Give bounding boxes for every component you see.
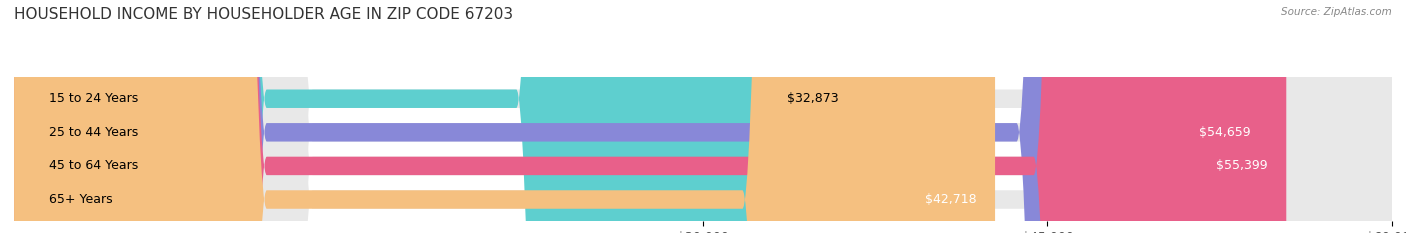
Text: HOUSEHOLD INCOME BY HOUSEHOLDER AGE IN ZIP CODE 67203: HOUSEHOLD INCOME BY HOUSEHOLDER AGE IN Z…: [14, 7, 513, 22]
Text: 25 to 44 Years: 25 to 44 Years: [48, 126, 138, 139]
Text: $42,718: $42,718: [925, 193, 977, 206]
FancyBboxPatch shape: [14, 0, 1392, 233]
Text: $32,873: $32,873: [787, 92, 839, 105]
Text: 45 to 64 Years: 45 to 64 Years: [48, 159, 138, 172]
FancyBboxPatch shape: [14, 0, 1286, 233]
Text: 15 to 24 Years: 15 to 24 Years: [48, 92, 138, 105]
Text: $54,659: $54,659: [1199, 126, 1251, 139]
Text: $55,399: $55,399: [1216, 159, 1268, 172]
FancyBboxPatch shape: [14, 0, 1392, 233]
FancyBboxPatch shape: [14, 0, 1392, 233]
FancyBboxPatch shape: [14, 0, 995, 233]
Text: 65+ Years: 65+ Years: [48, 193, 112, 206]
FancyBboxPatch shape: [14, 0, 769, 233]
FancyBboxPatch shape: [14, 0, 1392, 233]
FancyBboxPatch shape: [14, 0, 1270, 233]
Text: Source: ZipAtlas.com: Source: ZipAtlas.com: [1281, 7, 1392, 17]
